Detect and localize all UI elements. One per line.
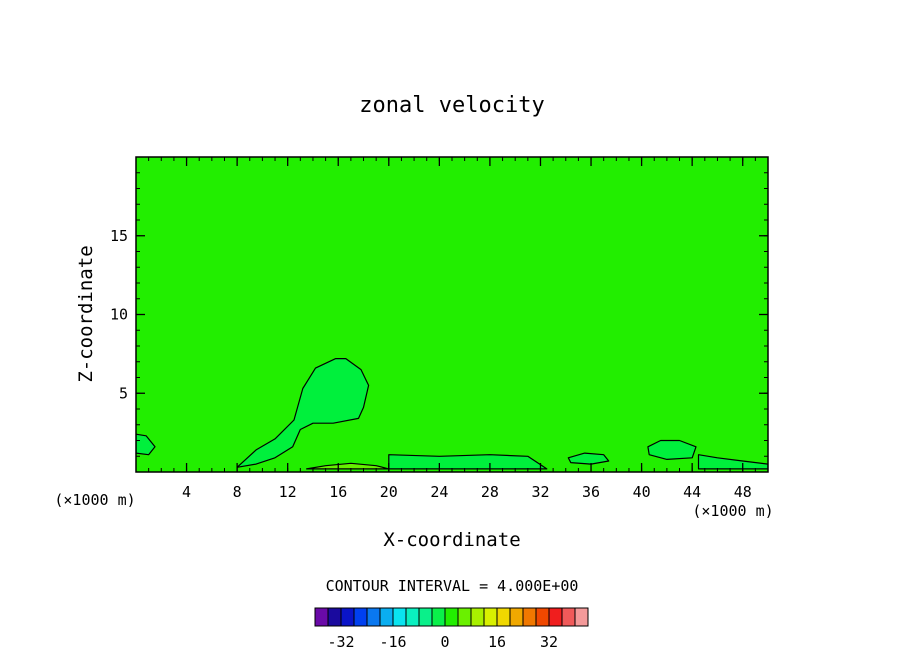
colorbar-swatch xyxy=(340,607,355,627)
x-axis-label: X-coordinate xyxy=(383,529,520,551)
contour-region-1 xyxy=(236,358,370,468)
x-tick-label: 36 xyxy=(582,483,600,501)
colorbar-swatch xyxy=(496,607,511,627)
x-axis-right-unit: (×1000 m) xyxy=(692,502,773,520)
x-axis: 4 8 12 16 20 24 28 32 36 40 44 48 xyxy=(182,157,752,501)
x-tick-label: 16 xyxy=(329,483,347,501)
colorbar-swatch xyxy=(353,607,368,627)
colorbar-swatch xyxy=(548,607,563,627)
contour-regions xyxy=(136,358,768,470)
colorbar-swatch xyxy=(431,607,446,627)
colorbar-tick-label: 16 xyxy=(488,633,506,651)
colorbar-swatch xyxy=(327,607,342,627)
colorbar-swatch xyxy=(418,607,433,627)
colorbar-swatch xyxy=(457,607,472,627)
x-tick-label: 4 xyxy=(182,483,191,501)
plot-background xyxy=(136,157,768,472)
colorbar-swatch xyxy=(535,607,550,627)
contour-region-5 xyxy=(697,454,768,470)
contour-region-2 xyxy=(388,454,548,470)
colorbar-swatch xyxy=(509,607,524,627)
x-axis-left-unit: (×1000 m) xyxy=(54,491,135,509)
colorbar-swatch xyxy=(483,607,498,627)
x-tick-label: 48 xyxy=(734,483,752,501)
colorbar-tick-label: -32 xyxy=(327,633,354,651)
contour-interval-label: CONTOUR INTERVAL = 4.000E+00 xyxy=(326,577,579,595)
colorbar-swatch xyxy=(470,607,485,627)
colorbar-swatch xyxy=(574,607,589,627)
colorbar-tick-label: -16 xyxy=(379,633,406,651)
y-tick-label: 5 xyxy=(119,384,128,402)
colorbar-swatch xyxy=(405,607,420,627)
x-tick-label: 24 xyxy=(430,483,448,501)
chart-title: zonal velocity xyxy=(359,93,544,118)
colorbar-tick-label: 0 xyxy=(440,633,449,651)
y-tick-label: 10 xyxy=(110,306,128,324)
colorbar-swatch xyxy=(379,607,394,627)
x-tick-label: 32 xyxy=(531,483,549,501)
colorbar-swatch xyxy=(561,607,576,627)
x-tick-label: 28 xyxy=(481,483,499,501)
colorbar xyxy=(314,607,589,627)
colorbar-tick-label: 32 xyxy=(540,633,558,651)
y-tick-label: 15 xyxy=(110,227,128,245)
x-tick-label: 12 xyxy=(279,483,297,501)
colorbar-swatch xyxy=(522,607,537,627)
x-tick-label: 44 xyxy=(683,483,701,501)
x-tick-label: 20 xyxy=(380,483,398,501)
x-tick-label: 8 xyxy=(233,483,242,501)
contour-region-3 xyxy=(647,439,697,460)
x-tick-label: 40 xyxy=(633,483,651,501)
y-axis-label: Z-coordinate xyxy=(75,245,97,382)
colorbar-swatch xyxy=(314,607,329,627)
colorbar-tick-labels: -32 -16 0 16 32 xyxy=(327,633,558,651)
y-axis: 5 10 15 xyxy=(110,227,768,402)
contour-region-6 xyxy=(136,433,156,456)
colorbar-swatch xyxy=(366,607,381,627)
contour-region-7 xyxy=(306,462,390,470)
colorbar-swatch xyxy=(392,607,407,627)
colorbar-swatch xyxy=(444,607,459,627)
contour-region-4 xyxy=(567,452,610,465)
